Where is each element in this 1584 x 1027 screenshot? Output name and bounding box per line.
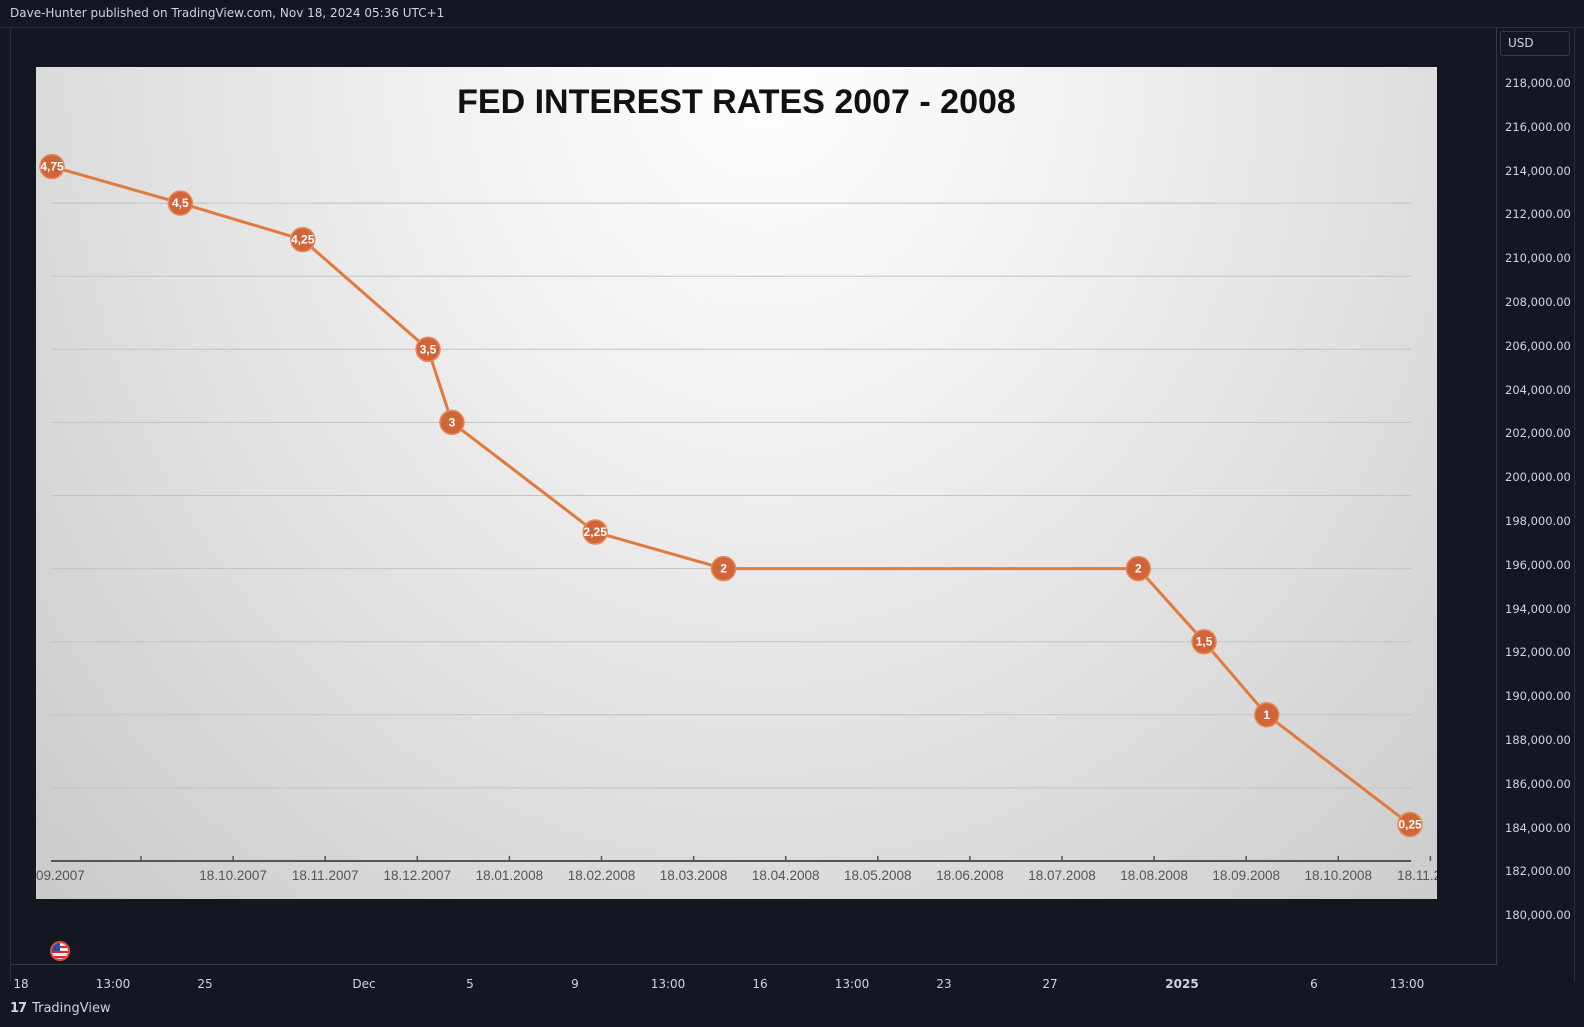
data-label: 0,25 <box>1398 817 1422 831</box>
x-tick-label: 18.09.2008 <box>1212 868 1280 883</box>
embedded-chart-image: FED INTEREST RATES 2007 - 2008 09.2007 18… <box>36 67 1437 899</box>
time-tick-label: 27 <box>1042 977 1058 991</box>
brand-name: TradingView <box>32 1001 111 1016</box>
data-label: 2 <box>720 562 727 576</box>
time-tick-label: 13:00 <box>650 977 686 991</box>
time-tick-label: 18 <box>13 977 29 991</box>
time-tick-label: 6 <box>1310 977 1318 991</box>
data-label: 2 <box>1135 562 1142 576</box>
x-tick-label: 18.06.2008 <box>936 868 1004 883</box>
price-tick-label: 200,000.00 <box>1505 470 1571 485</box>
data-point <box>710 555 737 582</box>
price-tick-label: 186,000.00 <box>1505 776 1571 791</box>
time-tick-label: 9 <box>571 977 579 991</box>
data-point <box>39 153 65 180</box>
bottom-bar <box>0 993 1584 1027</box>
data-label: 4,5 <box>172 196 189 210</box>
line-chart-svg: 09.2007 18.10.2007 18.11.2007 18.12.2007 18.… <box>36 153 1437 883</box>
tradingview-brand[interactable]: 17 TradingView <box>10 1001 111 1016</box>
x-tick-label: 18.04.2008 <box>752 868 820 883</box>
price-tick-label: 208,000.00 <box>1505 295 1571 309</box>
time-tick-label: 16 <box>752 977 768 991</box>
top-bar: Dave-Hunter published on TradingView.com… <box>0 0 1584 28</box>
x-tick-label: 18.01.2008 <box>476 868 544 883</box>
data-label: 2,25 <box>584 525 608 539</box>
data-point <box>1397 811 1423 838</box>
price-tick-label: 182,000.00 <box>1505 864 1571 879</box>
chart-title: FED INTEREST RATES 2007 - 2008 <box>457 83 1016 121</box>
tradingview-logo-icon: 17 <box>10 1001 27 1016</box>
x-tick-label: 18.11.2008 <box>1397 868 1437 883</box>
price-tick-label: 210,000.00 <box>1505 251 1571 266</box>
time-tick-label: 13:00 <box>95 977 131 991</box>
x-tick-label: 18.10.2008 <box>1305 868 1373 883</box>
price-tick-label: 196,000.00 <box>1505 557 1571 572</box>
data-point <box>439 409 465 436</box>
us-flag-icon[interactable] <box>50 941 70 961</box>
data-label: 3 <box>449 415 456 429</box>
price-tick-label: 180,000.00 <box>1505 908 1571 923</box>
x-tick-label: 18.08.2008 <box>1120 868 1188 883</box>
x-tick-label: 18.12.2007 <box>384 868 452 883</box>
price-tick-label: 218,000.00 <box>1505 76 1571 90</box>
time-tick-label: 25 <box>197 977 213 991</box>
data-label: 4,25 <box>291 233 315 247</box>
data-point <box>289 226 316 253</box>
published-text: Dave-Hunter published on TradingView.com… <box>10 6 445 20</box>
chart-frame[interactable] <box>10 27 1575 982</box>
price-axis[interactable] <box>1496 27 1577 964</box>
time-tick-label: 2025 <box>1165 977 1199 991</box>
x-tick-label: 09.2007 <box>36 868 85 883</box>
price-tick-label: 204,000.00 <box>1505 382 1571 397</box>
time-tick-label: 13:00 <box>834 977 870 991</box>
price-tick-label: 192,000.00 <box>1505 645 1571 660</box>
price-tick-label: 216,000.00 <box>1505 119 1571 134</box>
time-tick-label: 13:00 <box>1389 977 1425 991</box>
time-tick-label: Dec <box>352 977 376 991</box>
price-tick-label: 212,000.00 <box>1505 207 1571 222</box>
price-tick-label: 190,000.00 <box>1505 689 1571 704</box>
currency-selector[interactable]: USD <box>1500 31 1570 56</box>
data-point <box>167 190 194 216</box>
data-point <box>582 519 608 545</box>
price-tick-label: 194,000.00 <box>1505 601 1571 616</box>
x-tick-label: 18.10.2007 <box>199 868 267 883</box>
data-point <box>1191 628 1217 655</box>
x-tick-label: 18.02.2008 <box>568 868 636 883</box>
x-tick-label: 18.11.2007 <box>292 868 359 883</box>
x-tick-label: 18.05.2008 <box>844 868 912 883</box>
x-tick-label: 18.03.2008 <box>660 868 728 883</box>
price-tick-label: 188,000.00 <box>1505 733 1571 747</box>
data-label: 4,75 <box>40 160 64 174</box>
x-tick-label: 18.07.2008 <box>1028 868 1096 883</box>
price-tick-label: 206,000.00 <box>1505 338 1571 353</box>
data-label: 3,5 <box>420 342 437 356</box>
price-tick-label: 202,000.00 <box>1505 426 1571 441</box>
time-tick-label: 23 <box>936 977 952 991</box>
price-tick-label: 198,000.00 <box>1505 514 1571 528</box>
price-tick-label: 184,000.00 <box>1505 820 1571 835</box>
data-point <box>1125 555 1152 582</box>
time-tick-label: 5 <box>466 977 474 991</box>
data-label: 1 <box>1263 708 1270 722</box>
time-axis[interactable] <box>10 964 1497 993</box>
data-point <box>415 336 441 363</box>
data-point <box>1253 702 1280 728</box>
data-label: 1,5 <box>1196 635 1213 649</box>
price-tick-label: 214,000.00 <box>1505 163 1571 178</box>
